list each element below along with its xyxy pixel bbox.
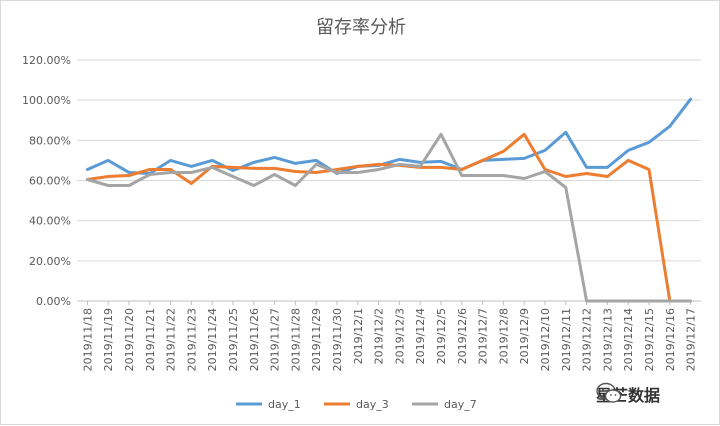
y-tick-label: 100.00% — [22, 94, 71, 107]
chart-title: 留存率分析 — [316, 17, 406, 38]
x-tick-label: 2019/12/8 — [497, 308, 510, 364]
x-tick-label: 2019/11/18 — [81, 308, 94, 371]
x-tick-label: 2019/11/28 — [289, 308, 302, 371]
x-tick-label: 2019/12/7 — [477, 308, 490, 364]
x-tick-label: 2019/11/22 — [165, 308, 178, 371]
y-tick-label: 0.00% — [36, 295, 71, 308]
x-tick-label: 2019/12/16 — [664, 308, 677, 371]
watermark: 星芒数据 — [596, 382, 660, 406]
x-tick-label: 2019/12/11 — [560, 308, 573, 371]
x-tick-label: 2019/11/30 — [331, 308, 344, 371]
legend-label: day_7 — [444, 398, 477, 411]
x-tick-label: 2019/12/15 — [643, 308, 656, 371]
x-tick-label: 2019/11/26 — [248, 308, 261, 371]
series-line-day_7 — [85, 132, 693, 303]
x-tick-label: 2019/12/1 — [352, 308, 365, 364]
x-tick-label: 2019/12/14 — [622, 308, 635, 371]
x-tick-label: 2019/12/10 — [539, 308, 552, 371]
x-tick-label: 2019/12/2 — [373, 308, 386, 364]
y-tick-label: 120.00% — [22, 54, 71, 67]
x-tick-label: 2019/11/21 — [144, 308, 157, 371]
y-tick-label: 60.00% — [29, 175, 71, 188]
x-tick-label: 2019/11/25 — [227, 308, 240, 371]
x-tick-label: 2019/11/19 — [102, 308, 115, 371]
y-tick-label: 40.00% — [29, 215, 71, 228]
y-tick-label: 20.00% — [29, 255, 71, 268]
x-tick-label: 2019/12/17 — [685, 308, 698, 371]
x-tick-label: 2019/11/29 — [310, 308, 323, 371]
x-tick-label: 2019/12/13 — [601, 308, 614, 371]
x-tick-label: 2019/12/4 — [414, 308, 427, 364]
x-tick-label: 2019/12/12 — [581, 308, 594, 371]
legend-label: day_3 — [356, 398, 389, 411]
x-tick-label: 2019/12/9 — [518, 308, 531, 364]
x-tick-label: 2019/11/24 — [206, 308, 219, 371]
x-tick-label: 2019/11/27 — [269, 308, 282, 371]
legend-label: day_1 — [268, 398, 301, 411]
x-tick-label: 2019/12/3 — [393, 308, 406, 364]
x-tick-label: 2019/12/6 — [456, 308, 469, 364]
series-line-day_1 — [85, 97, 693, 175]
y-tick-label: 80.00% — [29, 134, 71, 147]
series-line-day_3 — [85, 132, 672, 303]
wechat-logo-icon — [596, 382, 622, 403]
x-tick-label: 2019/11/23 — [185, 308, 198, 371]
x-tick-label: 2019/12/5 — [435, 308, 448, 364]
x-tick-label: 2019/11/20 — [123, 308, 136, 371]
